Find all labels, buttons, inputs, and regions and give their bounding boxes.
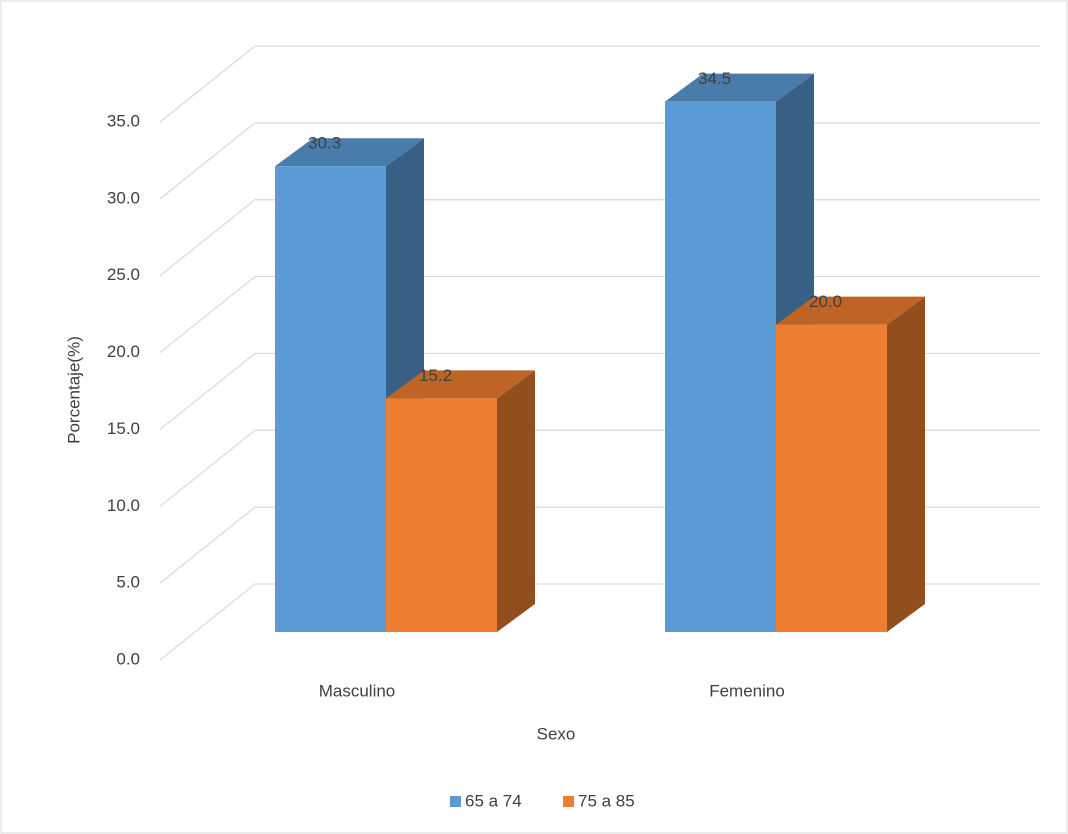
legend-label: 75 a 85 [578, 791, 635, 810]
y-tick-label: 5.0 [116, 573, 140, 592]
y-tick-label: 20.0 [107, 342, 140, 361]
y-tick-label: 10.0 [107, 496, 140, 515]
bar [665, 101, 776, 632]
data-label: 20.0 [809, 292, 842, 311]
legend-label: 65 a 74 [465, 791, 522, 810]
bar [776, 324, 887, 632]
data-label: 15.2 [419, 366, 452, 385]
legend-swatch [563, 796, 574, 807]
bar-top [776, 296, 925, 325]
bar [386, 398, 497, 632]
y-axis-title: Porcentaje(%) [64, 336, 83, 444]
y-tick-label: 30.0 [107, 188, 140, 207]
x-tick-label: Femenino [709, 681, 785, 700]
bar-top [665, 73, 814, 102]
data-label: 30.3 [308, 134, 341, 153]
y-tick-label: 0.0 [116, 649, 140, 668]
bar [275, 166, 386, 632]
x-axis-title: Sexo [537, 724, 576, 743]
bar-side [887, 296, 925, 632]
y-tick-label: 15.0 [107, 419, 140, 438]
y-tick-label: 35.0 [107, 111, 140, 130]
bar-top [275, 138, 424, 167]
legend-swatch [450, 796, 461, 807]
bar-top [386, 370, 535, 399]
data-label: 34.5 [698, 69, 731, 88]
x-tick-label: Masculino [319, 681, 396, 700]
grid-line [159, 45, 1040, 123]
bar-side [497, 370, 535, 632]
y-tick-label: 25.0 [107, 265, 140, 284]
